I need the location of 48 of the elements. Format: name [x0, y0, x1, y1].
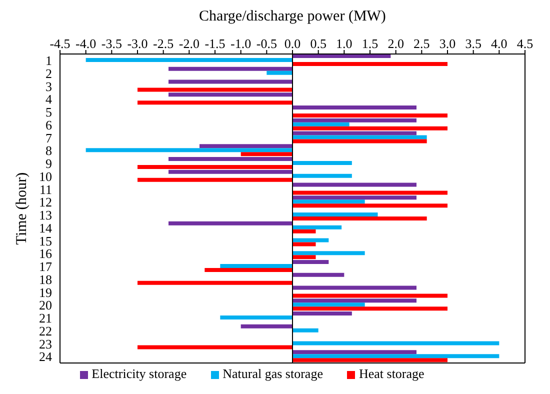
x-tick-label: 4.5: [516, 36, 534, 51]
x-tick-label: 0.5: [310, 36, 326, 51]
y-tick-label: 18: [39, 272, 52, 287]
y-tick-label: 14: [39, 220, 52, 236]
y-tick-label: 3: [46, 78, 52, 94]
y-tick-label: 9: [46, 156, 52, 172]
y-tick-label: 23: [39, 336, 52, 352]
x-tick-label: 0.0: [284, 36, 301, 51]
y-tick-label: 5: [46, 104, 52, 120]
y-tick-label: 21: [39, 310, 52, 326]
x-tick-label: -0.5: [256, 36, 277, 51]
x-tick-label: 2.0: [388, 36, 404, 51]
x-tick-label: -1.5: [204, 36, 226, 51]
x-tick-label: -3.0: [127, 36, 148, 51]
x-tick-label: -3.5: [101, 36, 122, 51]
x-tick-label: 2.5: [414, 36, 430, 51]
y-tick-label: 12: [39, 194, 52, 210]
y-tick-label: 16: [39, 246, 52, 262]
x-tick-label: 3.0: [439, 36, 456, 51]
y-tick-label: 1: [46, 53, 52, 68]
x-tick-label: -4.0: [76, 36, 96, 51]
legend-label: Heat storage: [358, 366, 424, 381]
y-tick-label: 11: [39, 182, 52, 197]
x-tick-label: 1.0: [336, 36, 352, 51]
legend-label: Natural gas storage: [222, 366, 323, 381]
y-tick-label: 6: [46, 117, 52, 132]
y-tick-label: 24: [39, 349, 52, 364]
y-tick-label: 7: [46, 130, 52, 146]
y-tick-label: 17: [39, 259, 52, 274]
x-tick-label: 4.0: [491, 36, 508, 51]
x-tick-label: -1.0: [230, 36, 252, 51]
y-tick-label: 13: [39, 208, 52, 223]
y-tick-label: 10: [39, 168, 52, 184]
y-tick-label: 15: [39, 233, 52, 248]
x-tick-label: -4.5: [50, 36, 70, 51]
y-tick-label: 4: [46, 92, 52, 107]
y-axis-title: Time (hour): [14, 172, 30, 245]
legend-label: Electricity storage: [92, 366, 187, 381]
y-tick-label: 8: [46, 143, 52, 158]
x-tick-label: -2.0: [178, 36, 200, 51]
y-tick-label: 2: [46, 66, 52, 81]
x-tick-label: -2.5: [153, 36, 174, 51]
x-tick-label: 1.5: [362, 36, 378, 51]
x-axis-title: Charge/discharge power (MW): [199, 8, 386, 25]
y-tick-label: 20: [39, 298, 52, 313]
x-tick-label: 3.5: [465, 36, 482, 51]
y-tick-label: 22: [39, 323, 52, 338]
y-tick-label: 19: [39, 284, 52, 300]
